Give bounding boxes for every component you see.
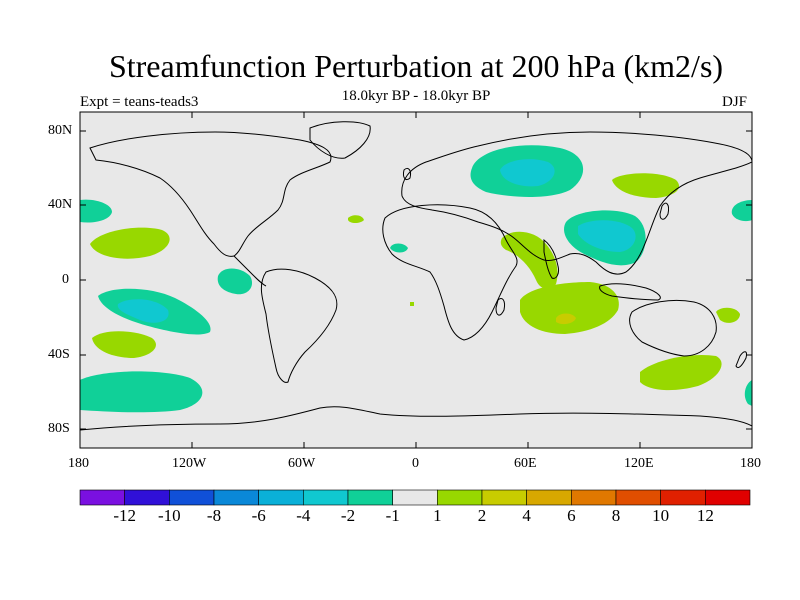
contour-southern-ocean-east bbox=[744, 380, 752, 406]
eurasia-outline bbox=[401, 131, 752, 275]
colorbar-label: 8 bbox=[611, 506, 621, 525]
lon-label-120e: 120E bbox=[624, 456, 654, 471]
lat-label-40s: 40S bbox=[48, 347, 70, 362]
colorbar-swatch bbox=[169, 489, 215, 506]
australia-outline bbox=[629, 299, 717, 357]
colorbar-swatch bbox=[392, 489, 438, 506]
contour-equatorial-pacific bbox=[217, 268, 253, 295]
lon-label-0: 0 bbox=[412, 456, 419, 471]
colorbar-swatch bbox=[303, 489, 349, 506]
contour-atlantic-small bbox=[348, 215, 364, 223]
new-zealand-outline bbox=[735, 351, 747, 369]
contour-central-asia-core bbox=[500, 159, 555, 187]
colorbar-swatch bbox=[437, 489, 483, 506]
experiment-label: Expt = teans-teads3 bbox=[80, 94, 199, 110]
colorbar-label: -1 bbox=[385, 506, 400, 525]
colorbar bbox=[79, 489, 751, 506]
coastlines bbox=[80, 121, 752, 431]
north-america-outline bbox=[89, 131, 332, 257]
map-title: Streamfunction Perturbation at 200 hPa (… bbox=[108, 48, 724, 84]
colorbar-swatch bbox=[526, 489, 572, 506]
contour-arabian-band bbox=[500, 231, 558, 289]
contour-tasman bbox=[640, 354, 722, 391]
colorbar-swatch bbox=[481, 489, 527, 506]
contour-subtropical-pacific bbox=[90, 227, 170, 259]
lon-label-180e: 180 bbox=[740, 456, 761, 471]
colorbar-label: 12 bbox=[696, 506, 714, 525]
colorbar-swatch bbox=[79, 489, 125, 506]
colorbar-swatch bbox=[705, 489, 751, 506]
contour-east-asia-core bbox=[578, 220, 636, 252]
contour-southern-ocean bbox=[80, 371, 203, 413]
contour-north-pacific-west bbox=[612, 173, 680, 198]
colorbar-label: 10 bbox=[652, 506, 670, 525]
colorbar-label: 2 bbox=[477, 506, 487, 525]
colorbar-swatch bbox=[258, 489, 304, 506]
madagascar-outline bbox=[495, 297, 505, 316]
colorbar-swatch bbox=[571, 489, 617, 506]
colorbar-label: 1 bbox=[433, 506, 442, 525]
lon-label-60e: 60E bbox=[514, 456, 537, 471]
contour-indian-ocean bbox=[520, 282, 619, 334]
colorbar-swatch bbox=[124, 489, 170, 506]
contour-indian-ocean-core bbox=[556, 313, 576, 325]
antarctica-outline bbox=[80, 406, 752, 431]
colorbar-swatch bbox=[615, 489, 661, 506]
season-label: DJF bbox=[722, 94, 748, 110]
lat-label-80n: 80N bbox=[48, 123, 73, 138]
map-subtitle: 18.0kyr BP - 18.0kyr BP bbox=[341, 88, 491, 104]
japan-outline bbox=[659, 202, 669, 220]
greenland-outline bbox=[309, 121, 371, 159]
contour-fills bbox=[80, 145, 752, 413]
lat-label-40n: 40N bbox=[48, 197, 73, 212]
lat-label-80s: 80S bbox=[48, 421, 70, 436]
axis-ticks bbox=[79, 112, 753, 448]
contour-south-pacific-2 bbox=[92, 331, 156, 358]
contour-new-zealand bbox=[716, 307, 740, 323]
colorbar-label: -10 bbox=[157, 506, 181, 525]
colorbar-label: 4 bbox=[522, 506, 531, 525]
colorbar-swatch bbox=[660, 489, 706, 506]
contour-west-atlantic bbox=[80, 199, 112, 223]
lon-label-120w: 120W bbox=[172, 456, 207, 471]
colorbar-swatch bbox=[347, 489, 393, 506]
central-america-outline bbox=[233, 255, 267, 287]
british-isles-outline bbox=[403, 167, 411, 181]
colorbar-label: -2 bbox=[340, 506, 356, 525]
lon-label-60w: 60W bbox=[288, 456, 316, 471]
india-outline bbox=[543, 238, 559, 279]
contour-south-pacific-core bbox=[117, 299, 169, 323]
south-america-outline bbox=[260, 268, 338, 383]
colorbar-label: 6 bbox=[567, 506, 576, 525]
africa-outline bbox=[382, 204, 518, 341]
lat-label-eq: 0 bbox=[62, 272, 69, 287]
colorbar-label: -8 bbox=[206, 506, 222, 525]
lon-label-180w: 180 bbox=[68, 456, 89, 471]
colorbar-label: -12 bbox=[113, 506, 136, 525]
colorbar-label: -6 bbox=[251, 506, 266, 525]
colorbar-label: -4 bbox=[296, 506, 311, 525]
colorbar-swatch bbox=[213, 489, 259, 506]
southeast-asia-outline bbox=[599, 283, 661, 301]
contour-atlantic-dot bbox=[410, 302, 414, 306]
contour-west-africa bbox=[390, 243, 408, 253]
